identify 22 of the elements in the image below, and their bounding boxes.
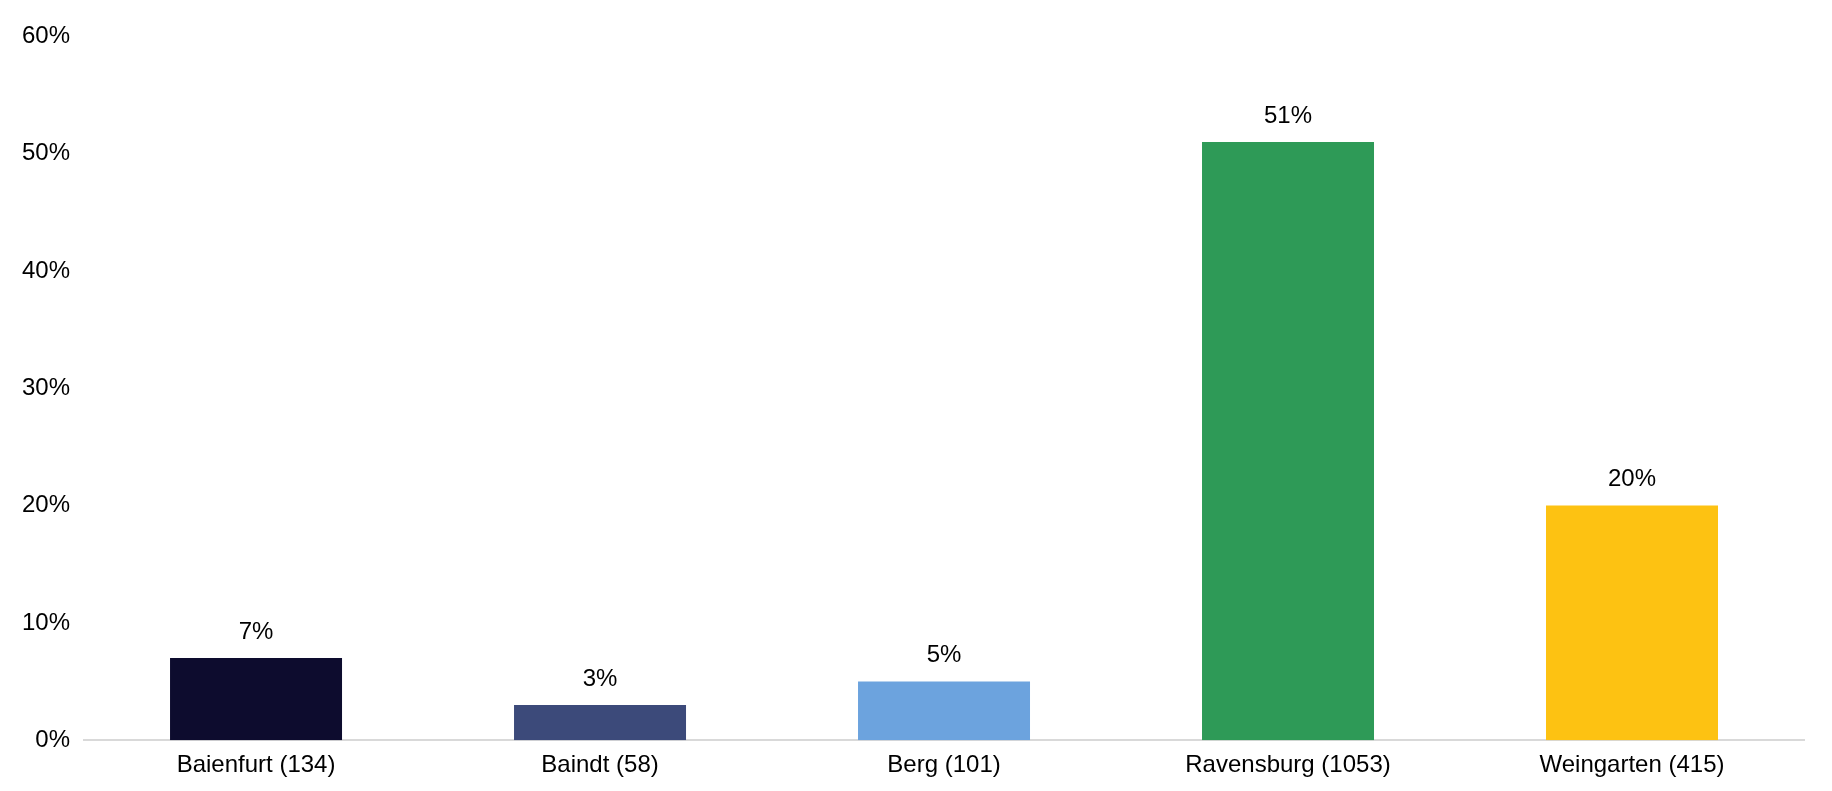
data-label: 3% (582, 663, 618, 691)
x-tick-label: Weingarten (415) (1539, 750, 1725, 778)
y-tick-label: 20% (21, 490, 71, 518)
y-tick-label: 30% (21, 372, 71, 400)
data-label: 51% (1263, 100, 1313, 128)
x-tick-label: Berg (101) (887, 750, 1001, 778)
x-tick-label: Ravensburg (1053) (1185, 750, 1391, 778)
y-tick-label: 0% (35, 724, 71, 752)
data-label: 5% (926, 640, 962, 668)
y-tick-label: 50% (21, 138, 71, 166)
bar (170, 658, 343, 741)
y-tick-label: 10% (21, 607, 71, 635)
bar (1202, 141, 1375, 741)
data-label: 20% (1607, 464, 1657, 492)
y-tick-label: 40% (21, 255, 71, 283)
y-tick-label: 60% (21, 21, 71, 49)
x-tick-label: Baienfurt (134) (176, 750, 336, 778)
bar (858, 681, 1031, 741)
data-label: 7% (238, 616, 274, 644)
bar (514, 705, 687, 741)
bar (1546, 505, 1718, 741)
x-tick-label: Baindt (58) (541, 750, 659, 778)
